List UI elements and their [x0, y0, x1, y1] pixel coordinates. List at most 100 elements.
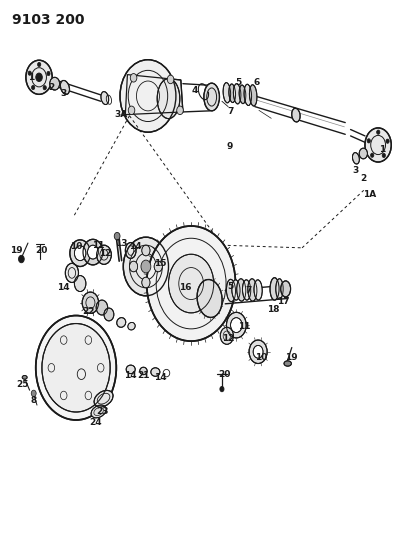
Text: 19: 19 — [10, 246, 23, 255]
Ellipse shape — [60, 80, 69, 94]
Text: 9: 9 — [227, 142, 233, 151]
Text: 3: 3 — [60, 89, 67, 98]
Text: 23: 23 — [97, 407, 109, 416]
Ellipse shape — [151, 368, 160, 376]
Circle shape — [88, 245, 98, 259]
Text: 14: 14 — [125, 372, 137, 380]
Circle shape — [226, 312, 246, 338]
Circle shape — [130, 74, 137, 82]
Circle shape — [96, 300, 108, 315]
Text: 17: 17 — [277, 297, 290, 305]
Circle shape — [167, 75, 174, 84]
Circle shape — [231, 318, 242, 333]
Circle shape — [36, 73, 42, 82]
Circle shape — [97, 245, 111, 264]
Circle shape — [120, 60, 176, 132]
Text: 13: 13 — [115, 239, 127, 248]
Circle shape — [31, 390, 36, 397]
Text: 8: 8 — [30, 397, 37, 405]
Circle shape — [128, 106, 135, 115]
Circle shape — [74, 246, 86, 261]
Text: 11: 11 — [92, 241, 105, 249]
Circle shape — [371, 153, 374, 157]
Text: 24: 24 — [89, 418, 102, 426]
Circle shape — [114, 232, 120, 240]
Circle shape — [376, 130, 380, 134]
Text: 12: 12 — [99, 249, 111, 258]
Circle shape — [43, 86, 46, 90]
Text: 1: 1 — [379, 145, 386, 154]
Circle shape — [70, 240, 90, 266]
Text: 20: 20 — [35, 246, 47, 255]
Circle shape — [50, 77, 60, 90]
Text: 18: 18 — [267, 305, 279, 313]
Text: 14: 14 — [129, 243, 142, 251]
Text: 25: 25 — [16, 381, 29, 389]
Text: 4: 4 — [192, 86, 199, 95]
Text: 12: 12 — [222, 334, 234, 343]
Text: 14: 14 — [154, 373, 166, 382]
Circle shape — [42, 324, 110, 412]
Ellipse shape — [248, 279, 257, 301]
Text: 7: 7 — [227, 108, 233, 116]
Text: 9103 200: 9103 200 — [12, 13, 85, 27]
Ellipse shape — [232, 280, 240, 300]
Circle shape — [154, 261, 162, 272]
Ellipse shape — [126, 365, 135, 374]
Ellipse shape — [74, 276, 86, 292]
Circle shape — [177, 106, 183, 115]
Ellipse shape — [94, 390, 113, 407]
Ellipse shape — [276, 279, 283, 299]
Text: 11: 11 — [238, 322, 251, 330]
Circle shape — [253, 345, 263, 358]
Ellipse shape — [242, 280, 251, 300]
Text: 22: 22 — [82, 308, 95, 316]
Circle shape — [365, 128, 391, 162]
Ellipse shape — [101, 92, 109, 104]
Text: 10: 10 — [70, 242, 82, 251]
Circle shape — [386, 139, 389, 143]
Ellipse shape — [65, 263, 79, 282]
Text: 14: 14 — [58, 284, 70, 292]
Text: 1: 1 — [28, 73, 34, 82]
Text: 16: 16 — [179, 284, 191, 292]
Ellipse shape — [226, 279, 236, 302]
Text: 21: 21 — [138, 372, 150, 380]
Circle shape — [28, 71, 31, 75]
Text: 1A: 1A — [363, 190, 376, 199]
Circle shape — [37, 62, 41, 67]
Ellipse shape — [284, 361, 291, 366]
Ellipse shape — [157, 78, 180, 119]
Circle shape — [26, 60, 52, 94]
Text: 19: 19 — [286, 353, 298, 361]
Text: 3: 3 — [352, 166, 359, 175]
Text: 5: 5 — [235, 78, 242, 87]
Ellipse shape — [229, 84, 236, 102]
Ellipse shape — [223, 83, 231, 103]
Circle shape — [367, 139, 370, 143]
Text: 10: 10 — [255, 353, 267, 361]
Ellipse shape — [233, 84, 241, 104]
Circle shape — [83, 239, 103, 265]
Ellipse shape — [128, 322, 135, 330]
Ellipse shape — [237, 279, 246, 301]
Circle shape — [141, 260, 151, 273]
Ellipse shape — [197, 279, 222, 318]
Text: 7: 7 — [245, 286, 252, 295]
Circle shape — [104, 308, 114, 321]
Circle shape — [142, 245, 150, 256]
Text: 15: 15 — [154, 260, 166, 268]
Text: 3A: 3A — [115, 110, 128, 119]
Ellipse shape — [22, 375, 27, 379]
Circle shape — [220, 327, 233, 344]
Ellipse shape — [117, 318, 126, 327]
Ellipse shape — [281, 281, 291, 297]
Circle shape — [142, 277, 150, 288]
Circle shape — [47, 71, 50, 76]
Circle shape — [359, 148, 367, 159]
Ellipse shape — [249, 85, 257, 106]
Ellipse shape — [244, 84, 252, 106]
Ellipse shape — [353, 152, 359, 164]
Ellipse shape — [254, 280, 262, 300]
Circle shape — [249, 340, 267, 364]
